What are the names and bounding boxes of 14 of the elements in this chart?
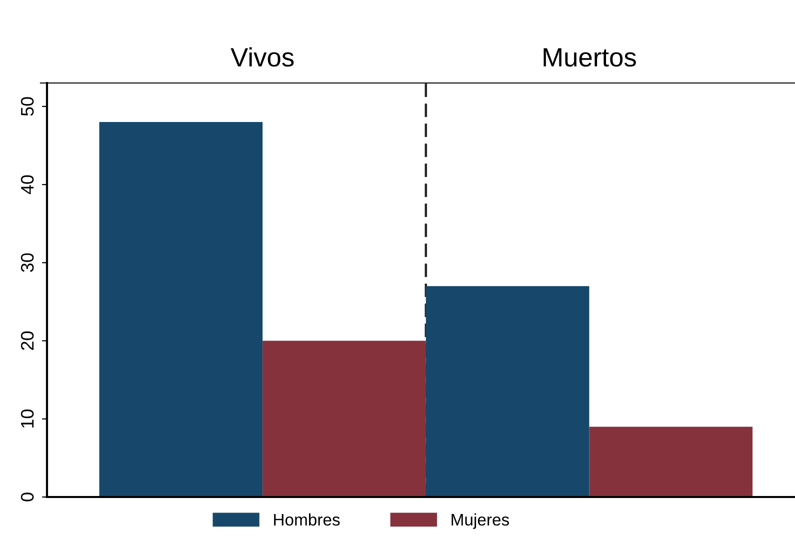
bar	[426, 286, 590, 497]
legend-label: Hombres	[274, 513, 340, 526]
bar	[262, 340, 426, 497]
x-tick-label: Muertos	[544, 48, 636, 67]
bar	[99, 122, 263, 497]
legend-label: Mujeres	[452, 513, 509, 529]
y-tick-label: 40	[20, 175, 34, 194]
y-tick-label: 0	[20, 492, 34, 502]
y-tick-label: 50	[20, 97, 34, 116]
bar	[589, 426, 753, 497]
x-tick-label: Vivos	[230, 47, 294, 67]
y-tick-label: 10	[20, 410, 34, 428]
y-tick-label: 30	[20, 253, 34, 272]
y-tick-label: 20	[20, 331, 34, 350]
